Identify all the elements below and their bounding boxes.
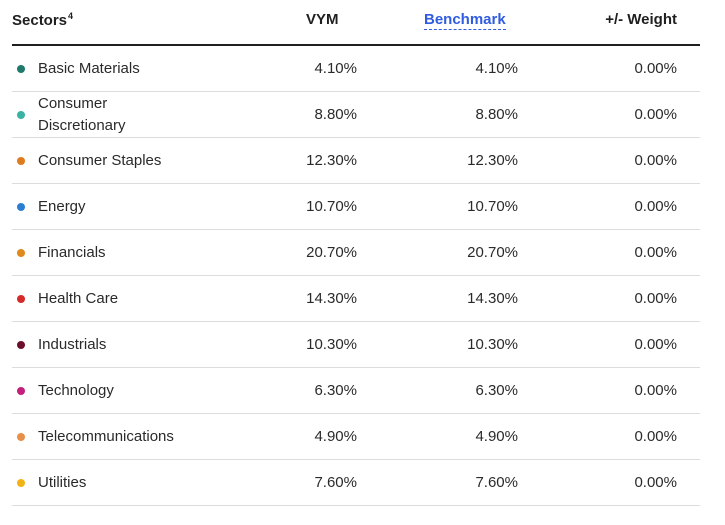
benchmark-value: 10.30%: [467, 336, 518, 353]
benchmark-value: 8.80%: [475, 106, 518, 123]
table-header: Sectors4 VYM Benchmark +/- Weight: [12, 0, 700, 46]
benchmark-value: 10.70%: [467, 198, 518, 215]
sector-name: Utilities: [38, 474, 87, 491]
benchmark-value: 14.30%: [467, 290, 518, 307]
table-row: Telecommunications 4.90% 4.90% 0.00%: [12, 414, 700, 460]
sector-color-dot: [17, 387, 25, 395]
sector-name: Consumer Staples: [38, 152, 162, 169]
weight-value: 0.00%: [634, 290, 677, 307]
header-benchmark-link[interactable]: Benchmark: [424, 11, 506, 30]
vym-value: 7.60%: [314, 474, 357, 491]
vym-value: 8.80%: [314, 106, 357, 123]
footnote-marker[interactable]: 4: [68, 11, 74, 21]
vym-value: 20.70%: [306, 244, 357, 261]
vym-value: 6.30%: [314, 382, 357, 399]
sector-color-dot: [17, 65, 25, 73]
table-row: Consumer Discretionary 8.80% 8.80% 0.00%: [12, 92, 700, 138]
sector-color-dot: [17, 433, 25, 441]
table-row: Energy 10.70% 10.70% 0.00%: [12, 184, 700, 230]
weight-value: 0.00%: [634, 198, 677, 215]
benchmark-value: 20.70%: [467, 244, 518, 261]
header-vym: VYM: [306, 11, 339, 28]
vym-value: 10.70%: [306, 198, 357, 215]
weight-value: 0.00%: [634, 152, 677, 169]
sector-name: Industrials: [38, 336, 107, 353]
weight-value: 0.00%: [634, 428, 677, 445]
sector-color-dot: [17, 157, 25, 165]
weight-value: 0.00%: [634, 474, 677, 491]
weight-value: 0.00%: [634, 244, 677, 261]
sector-color-dot: [17, 341, 25, 349]
header-weight: +/- Weight: [605, 11, 677, 28]
sector-name: Consumer Discretionary: [38, 95, 126, 134]
sector-color-dot: [17, 479, 25, 487]
table-row: Technology 6.30% 6.30% 0.00%: [12, 368, 700, 414]
header-sectors: Sectors4: [12, 11, 73, 29]
sector-color-dot: [17, 203, 25, 211]
vym-value: 12.30%: [306, 152, 357, 169]
vym-value: 4.10%: [314, 60, 357, 77]
sector-name: Technology: [38, 382, 114, 399]
table-row: Consumer Staples 12.30% 12.30% 0.00%: [12, 138, 700, 184]
benchmark-value: 7.60%: [475, 474, 518, 491]
table-row: Financials 20.70% 20.70% 0.00%: [12, 230, 700, 276]
weight-value: 0.00%: [634, 106, 677, 123]
vym-value: 4.90%: [314, 428, 357, 445]
sector-color-dot: [17, 295, 25, 303]
weight-value: 0.00%: [634, 336, 677, 353]
sector-color-dot: [17, 249, 25, 257]
sector-table: Sectors4 VYM Benchmark +/- Weight Basic …: [12, 0, 700, 506]
sector-name: Telecommunications: [38, 428, 174, 445]
sector-name: Financials: [38, 244, 106, 261]
benchmark-value: 6.30%: [475, 382, 518, 399]
benchmark-value: 4.90%: [475, 428, 518, 445]
weight-value: 0.00%: [634, 382, 677, 399]
table-row: Basic Materials 4.10% 4.10% 0.00%: [12, 46, 700, 92]
table-row: Industrials 10.30% 10.30% 0.00%: [12, 322, 700, 368]
sector-name: Energy: [38, 198, 86, 215]
table-body: Basic Materials 4.10% 4.10% 0.00% Consumer D…: [12, 46, 700, 506]
header-sectors-label: Sectors: [12, 12, 68, 29]
weight-value: 0.00%: [634, 60, 677, 77]
vym-value: 14.30%: [306, 290, 357, 307]
benchmark-value: 12.30%: [467, 152, 518, 169]
vym-value: 10.30%: [306, 336, 357, 353]
sector-color-dot: [17, 111, 25, 119]
table-row: Health Care 14.30% 14.30% 0.00%: [12, 276, 700, 322]
sector-name: Basic Materials: [38, 60, 140, 77]
table-row: Utilities 7.60% 7.60% 0.00%: [12, 460, 700, 506]
sector-name: Health Care: [38, 290, 119, 307]
benchmark-value: 4.10%: [475, 60, 518, 77]
